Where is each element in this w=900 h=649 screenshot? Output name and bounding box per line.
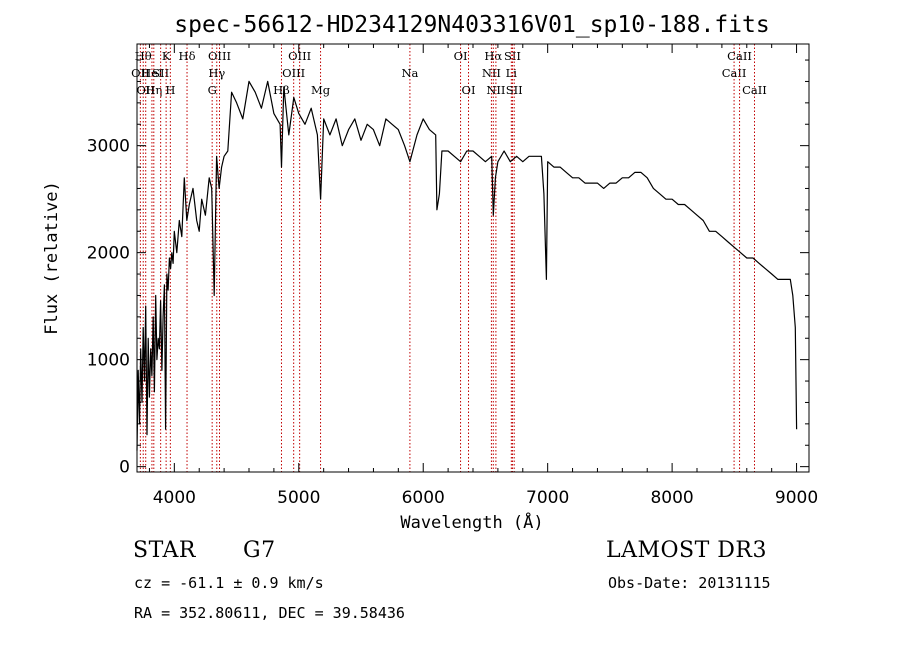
line-marker-label: OIII (288, 49, 311, 63)
line-marker-label: HeI (141, 66, 162, 80)
chart-title: spec-56612-HD234129N403316V01_sp10-188.f… (174, 12, 769, 38)
line-marker-label: OI (454, 49, 468, 63)
line-markers: OIIHθOIIHeIHηSIIKHHδGHγOIIIHβOIIIOIIIMgN… (131, 44, 767, 472)
survey-name: LAMOST DR3 (606, 538, 767, 563)
line-marker-label: Hα (484, 49, 502, 63)
y-tick-label: 0 (119, 458, 130, 478)
series-line-flux (136, 80, 798, 451)
y-axis: 0 1000 2000 3000 (87, 59, 809, 478)
line-marker-label: Li (506, 66, 518, 80)
line-marker-label: Mg (311, 83, 331, 97)
line-marker-label: OI (462, 83, 476, 97)
y-tick-label: 1000 (87, 351, 130, 371)
y-tick-label: 2000 (87, 244, 130, 264)
x-tick-label: 5000 (277, 488, 320, 508)
object-subclass: G7 (243, 538, 276, 563)
x-axis: 4000 5000 6000 7000 8000 9000 (148, 44, 818, 508)
x-tick-label: 8000 (650, 488, 693, 508)
line-marker-label: CaII (722, 66, 747, 80)
line-marker-label: OII (136, 83, 155, 97)
x-tick-label: 7000 (526, 488, 569, 508)
x-axis-label: Wavelength (Å) (400, 511, 543, 533)
line-marker-label: Hη (145, 83, 162, 97)
line-marker-label: H (165, 83, 175, 97)
line-marker-label: Hβ (273, 83, 290, 97)
line-marker-label: Hθ (135, 49, 152, 63)
line-marker-label: NII (486, 83, 505, 97)
line-marker-label: CaII (727, 49, 752, 63)
line-marker-label: Na (401, 66, 418, 80)
line-marker-label: OIII (282, 66, 305, 80)
redshift-text: cz = -61.1 ± 0.9 km/s (134, 574, 324, 592)
x-tick-label: 6000 (402, 488, 445, 508)
y-axis-label: Flux (relative) (42, 181, 62, 335)
line-marker-label: G (208, 83, 217, 97)
line-marker-label: SII (504, 49, 521, 63)
observation-date: Obs-Date: 20131115 (608, 574, 771, 592)
series-layer (136, 80, 798, 451)
x-tick-label: 4000 (153, 488, 196, 508)
line-marker-label: CaII (742, 83, 767, 97)
line-marker-label: K (162, 49, 171, 63)
line-marker-label: OIII (208, 49, 231, 63)
line-marker-label: NII (482, 66, 501, 80)
object-class: STAR (133, 538, 196, 563)
line-marker-label: OII (131, 66, 150, 80)
line-marker-label: Hγ (208, 66, 225, 80)
plot-frame (136, 43, 810, 473)
coordinates-text: RA = 352.80611, DEC = 39.58436 (134, 604, 405, 622)
spectrum-chart: spec-56612-HD234129N403316V01_sp10-188.f… (42, 12, 818, 533)
line-marker-label: SII (506, 83, 523, 97)
line-marker-label: Hδ (179, 49, 196, 63)
y-tick-label: 3000 (87, 137, 130, 157)
x-tick-label: 9000 (775, 488, 818, 508)
line-marker-label: SII (152, 66, 169, 80)
